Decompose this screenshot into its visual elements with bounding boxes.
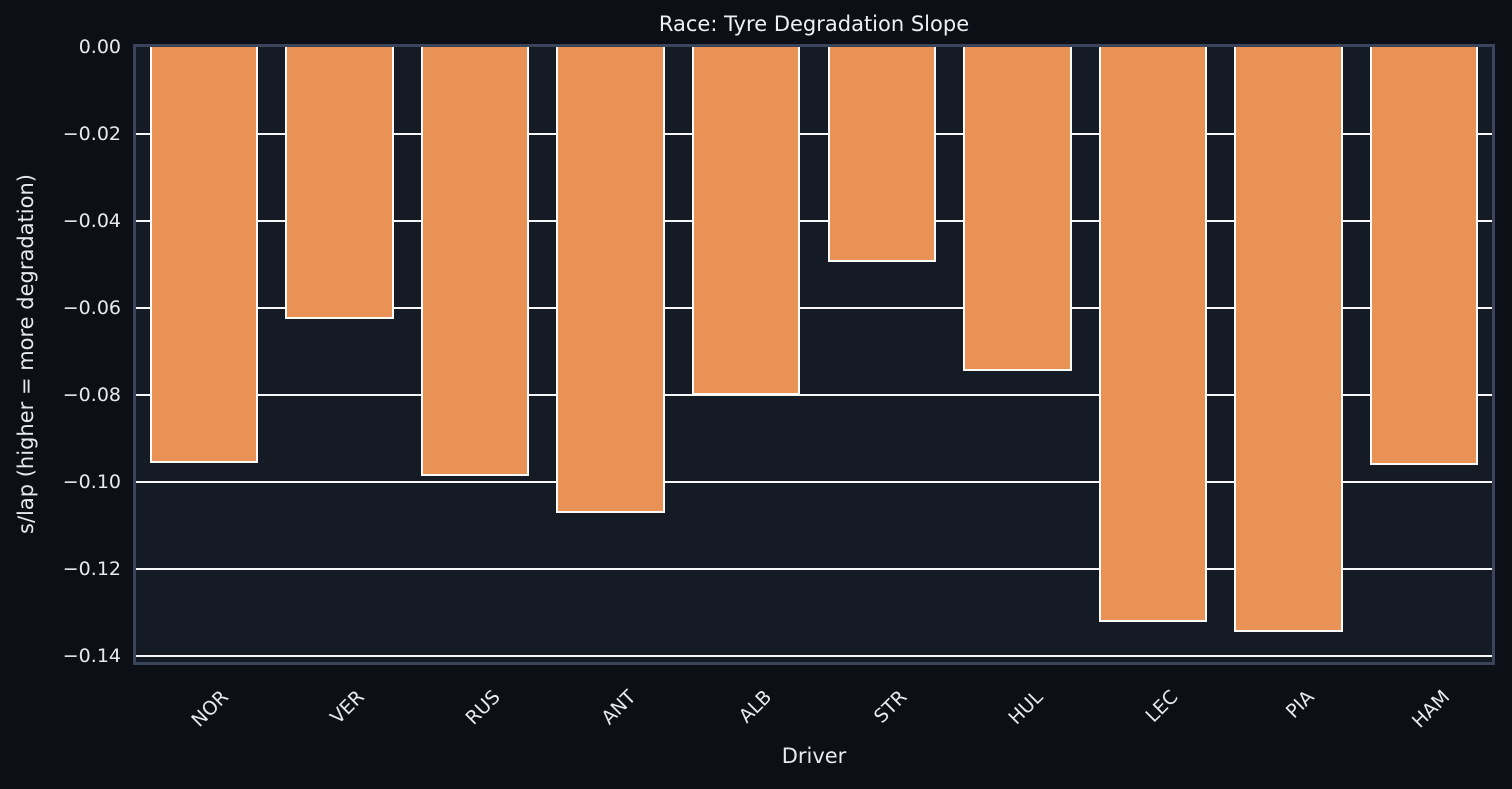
plot-area xyxy=(133,44,1495,665)
bar-RUS xyxy=(420,47,530,476)
y-tick-label: −0.10 xyxy=(62,471,121,494)
y-tick-labels: 0.00 −0.02 −0.04 −0.06 −0.08 −0.10 −0.12 −0.14 xyxy=(0,36,121,667)
bar-ANT xyxy=(556,47,665,513)
gridline xyxy=(136,481,1492,484)
gridline xyxy=(136,394,1492,397)
y-tick-label: −0.12 xyxy=(62,558,121,581)
x-tick-label: ALB xyxy=(734,686,776,728)
y-tick-label: −0.08 xyxy=(62,384,121,407)
bar-ALB xyxy=(691,47,801,396)
bar-HAM xyxy=(1369,47,1479,465)
chart-title: Race: Tyre Degradation Slope xyxy=(658,12,970,36)
gridline xyxy=(136,220,1492,223)
x-tick-label: PIA xyxy=(1281,686,1319,723)
bar-HUL xyxy=(963,47,1072,372)
x-tick-label: NOR xyxy=(187,686,234,732)
gridline xyxy=(136,655,1492,658)
gridline xyxy=(136,307,1492,310)
x-tick-label: STR xyxy=(869,686,912,728)
bar-PIA xyxy=(1234,47,1343,633)
bar-VER xyxy=(285,47,394,320)
x-tick-label: HAM xyxy=(1407,686,1454,733)
x-tick-label: ANT xyxy=(597,686,641,730)
y-tick-label: −0.02 xyxy=(62,123,121,146)
gridline xyxy=(136,133,1492,136)
x-tick-label: RUS xyxy=(461,686,505,730)
y-tick-label: −0.14 xyxy=(62,645,121,668)
x-tick-label: LEC xyxy=(1141,686,1183,727)
x-tick-labels: NOR VER RUS ANT ALB STR HUL LEC PIA HAM xyxy=(136,684,1492,744)
y-tick-label: −0.04 xyxy=(62,210,121,233)
bar-LEC xyxy=(1098,47,1208,622)
y-tick-label: −0.06 xyxy=(62,297,121,320)
y-tick-label: 0.00 xyxy=(78,36,121,58)
plot-inner xyxy=(136,47,1492,662)
x-tick-label: HUL xyxy=(1003,686,1047,729)
gridline xyxy=(136,568,1492,571)
x-tick-label: VER xyxy=(326,686,369,729)
bar-NOR xyxy=(149,47,259,463)
bar-STR xyxy=(827,47,937,263)
x-axis-label: Driver xyxy=(781,744,847,768)
